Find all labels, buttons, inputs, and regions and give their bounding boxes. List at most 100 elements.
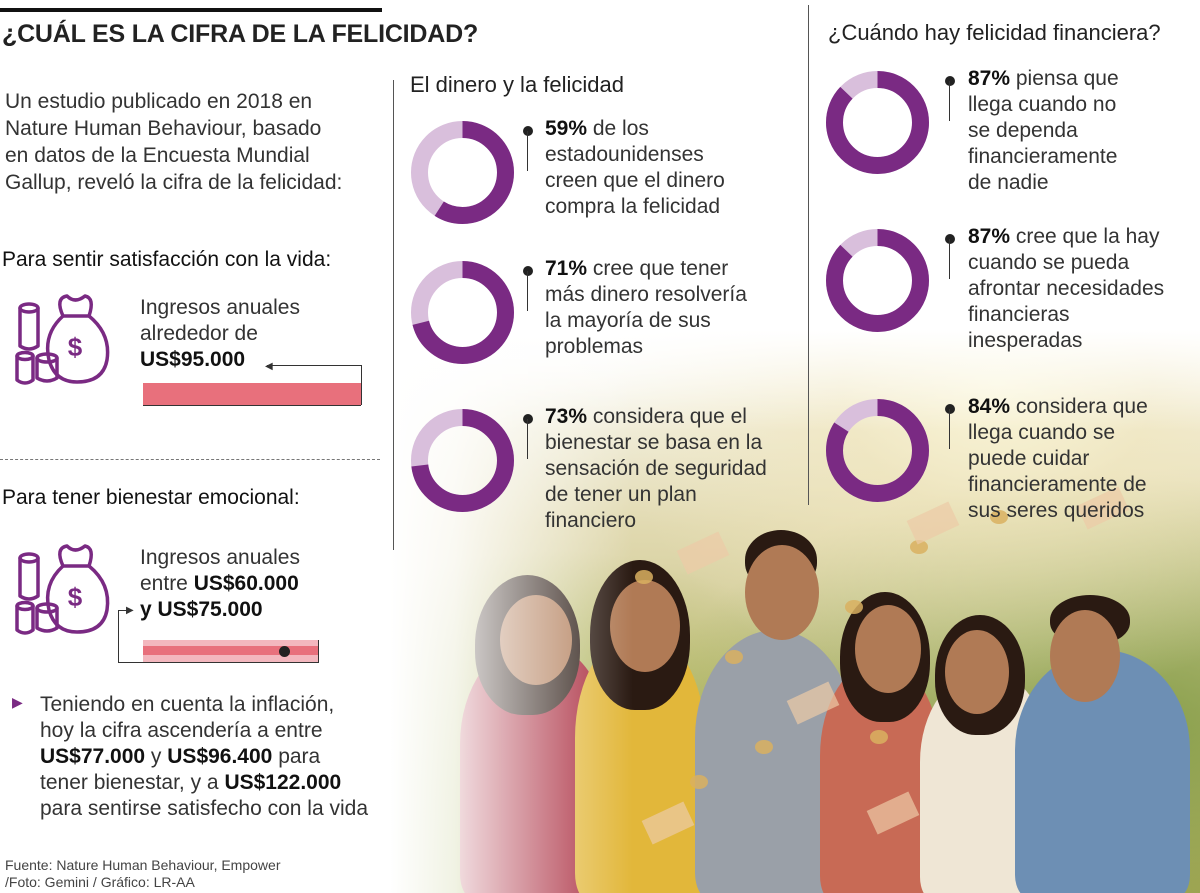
intro-text: Un estudio publicado en 2018 en Nature H… <box>5 88 385 196</box>
note-amount: US$122.000 <box>224 771 342 794</box>
donut-pointer-line-1-1 <box>949 239 950 279</box>
donut-pointer-dot-0-1 <box>523 266 533 276</box>
donut-label-1-1: 87% cree que la hay cuando se pueda afront… <box>968 224 1164 354</box>
intro-line: Nature Human Behaviour, basado <box>5 117 322 140</box>
donut-label-line: 59% de los <box>545 116 725 142</box>
donut-percent: 73% <box>545 405 588 428</box>
wellbeing-amount-low: US$60.000 <box>193 572 299 595</box>
donut-percent: 59% <box>545 117 588 140</box>
donut-pointer-line-0-0 <box>527 131 528 171</box>
donut-label-1-2: 84% considera que llega cuando se puede cu… <box>968 394 1148 524</box>
donut-1-2 <box>826 399 929 502</box>
triangle-bullet-icon: ▶ <box>12 694 23 710</box>
note-line: Teniendo en cuenta la inflación, <box>40 693 335 716</box>
intro-line: Gallup, reveló la cifra de la felicidad: <box>5 171 343 194</box>
note-amount: US$77.000 <box>40 745 146 768</box>
svg-text:$: $ <box>68 332 83 362</box>
donut-label-text: piensa que <box>1010 67 1119 90</box>
arrow-line <box>267 365 362 366</box>
wellbeing-line: entre US$60.000 <box>140 571 300 597</box>
donut-value-arc-0-1 <box>411 261 514 364</box>
donut-label-line: sensación de seguridad <box>545 457 767 480</box>
column-heading-financial: ¿Cuándo hay felicidad financiera? <box>828 20 1161 45</box>
donut-label-line: financieramente de <box>968 473 1147 496</box>
donut-pointer-dot-0-0 <box>523 126 533 136</box>
donut-value-arc-1-0 <box>826 71 929 174</box>
arrow-line <box>118 610 130 611</box>
donut-0-0 <box>411 121 514 224</box>
donut-label-line: creen que el dinero <box>545 169 725 192</box>
note-line: para sentirse satisfecho con la vida <box>40 797 369 820</box>
donut-label-line: 87% cree que la hay <box>968 224 1164 250</box>
arrow-line <box>361 365 362 405</box>
svg-text:$: $ <box>68 582 83 612</box>
money-bag-icon: $ <box>15 544 110 635</box>
note-text: y <box>145 745 168 768</box>
donut-pointer-line-0-2 <box>527 419 528 459</box>
note-line: hoy la cifra ascendería a entre <box>40 719 323 742</box>
note-text: para <box>272 745 321 768</box>
donut-label-0-0: 59% de los estadounidenses creen que el di… <box>545 116 725 220</box>
intro-line: en datos de la Encuesta Mundial <box>5 144 310 167</box>
donut-pointer-line-1-0 <box>949 81 950 121</box>
note-amount: US$96.400 <box>167 745 273 768</box>
satisfaction-amount: US$95.000 <box>140 348 246 371</box>
donut-label-text: considera que <box>1010 395 1148 418</box>
donut-label-line: de nadie <box>968 171 1049 194</box>
donut-value-arc-0-2 <box>411 409 514 512</box>
bar-edge <box>318 640 319 663</box>
donut-label-line: financieramente <box>968 145 1118 168</box>
wellbeing-pre: entre <box>140 572 194 595</box>
source-footer: Fuente: Nature Human Behaviour, Empower … <box>5 857 280 891</box>
donut-label-0-2: 73% considera que el bienestar se basa en… <box>545 404 767 534</box>
donut-label-text: de los <box>587 117 649 140</box>
column-separator <box>393 80 394 550</box>
satisfaction-line: Ingresos anuales <box>140 296 300 319</box>
arrow-left-icon: ◀ <box>265 361 273 372</box>
donut-label-line: llega cuando se <box>968 421 1116 444</box>
donut-pointer-dot-1-1 <box>945 234 955 244</box>
donut-label-line: de tener un plan <box>545 483 697 506</box>
satisfaction-text: Ingresos anuales alrededor de US$95.000 <box>140 295 300 373</box>
donut-label-line: bienestar se basa en la <box>545 431 763 454</box>
donut-label-line: la mayoría de sus <box>545 309 711 332</box>
donut-label-line: financiero <box>545 509 637 532</box>
page-title: ¿CUÁL ES LA CIFRA DE LA FELICIDAD? <box>2 20 479 48</box>
title-rule <box>0 8 382 12</box>
donut-label-line: puede cuidar <box>968 447 1090 470</box>
donut-label-line: inesperadas <box>968 329 1083 352</box>
divider <box>0 459 380 460</box>
donut-1-0 <box>826 71 929 174</box>
donut-label-line: problemas <box>545 335 644 358</box>
donut-label-text: cree que tener <box>587 257 729 280</box>
donut-label-line: 73% considera que el <box>545 404 767 430</box>
satisfaction-heading: Para sentir satisfacción con la vida: <box>2 248 332 271</box>
donut-label-line: compra la felicidad <box>545 195 721 218</box>
donut-1-1 <box>826 229 929 332</box>
note-text: tener bienestar, y a <box>40 771 225 794</box>
note-line: tener bienestar, y a US$122.000 <box>40 770 400 796</box>
donut-label-line: sus seres queridos <box>968 499 1145 522</box>
footer-line: Fuente: Nature Human Behaviour, Empower <box>5 857 281 873</box>
note-line: US$77.000 y US$96.400 para <box>40 744 400 770</box>
donut-label-text: cree que la hay <box>1010 225 1160 248</box>
wellbeing-heading: Para tener bienestar emocional: <box>2 486 300 509</box>
background-photo <box>390 330 1200 893</box>
donut-label-line: financieras <box>968 303 1070 326</box>
arrow-line <box>118 610 119 662</box>
arrow-right-icon: ▶ <box>126 605 134 616</box>
bar-baseline <box>143 405 361 406</box>
donut-pointer-dot-1-0 <box>945 76 955 86</box>
donut-pointer-dot-1-2 <box>945 404 955 414</box>
donut-label-1-0: 87% piensa que llega cuando no se dependa f… <box>968 66 1119 196</box>
inflation-note: Teniendo en cuenta la inflación, hoy la … <box>40 692 400 822</box>
income-bar <box>143 383 361 405</box>
donut-label-line: cuando se pueda <box>968 251 1130 274</box>
donut-percent: 84% <box>968 395 1011 418</box>
footer-line: /Foto: Gemini / Gráfico: LR-AA <box>5 874 195 890</box>
column-separator <box>808 5 809 505</box>
donut-label-line: llega cuando no <box>968 93 1117 116</box>
wellbeing-text: Ingresos anuales entre US$60.000 y US$75… <box>140 545 300 623</box>
donut-percent: 87% <box>968 67 1011 90</box>
donut-value-arc-1-2 <box>826 399 929 502</box>
